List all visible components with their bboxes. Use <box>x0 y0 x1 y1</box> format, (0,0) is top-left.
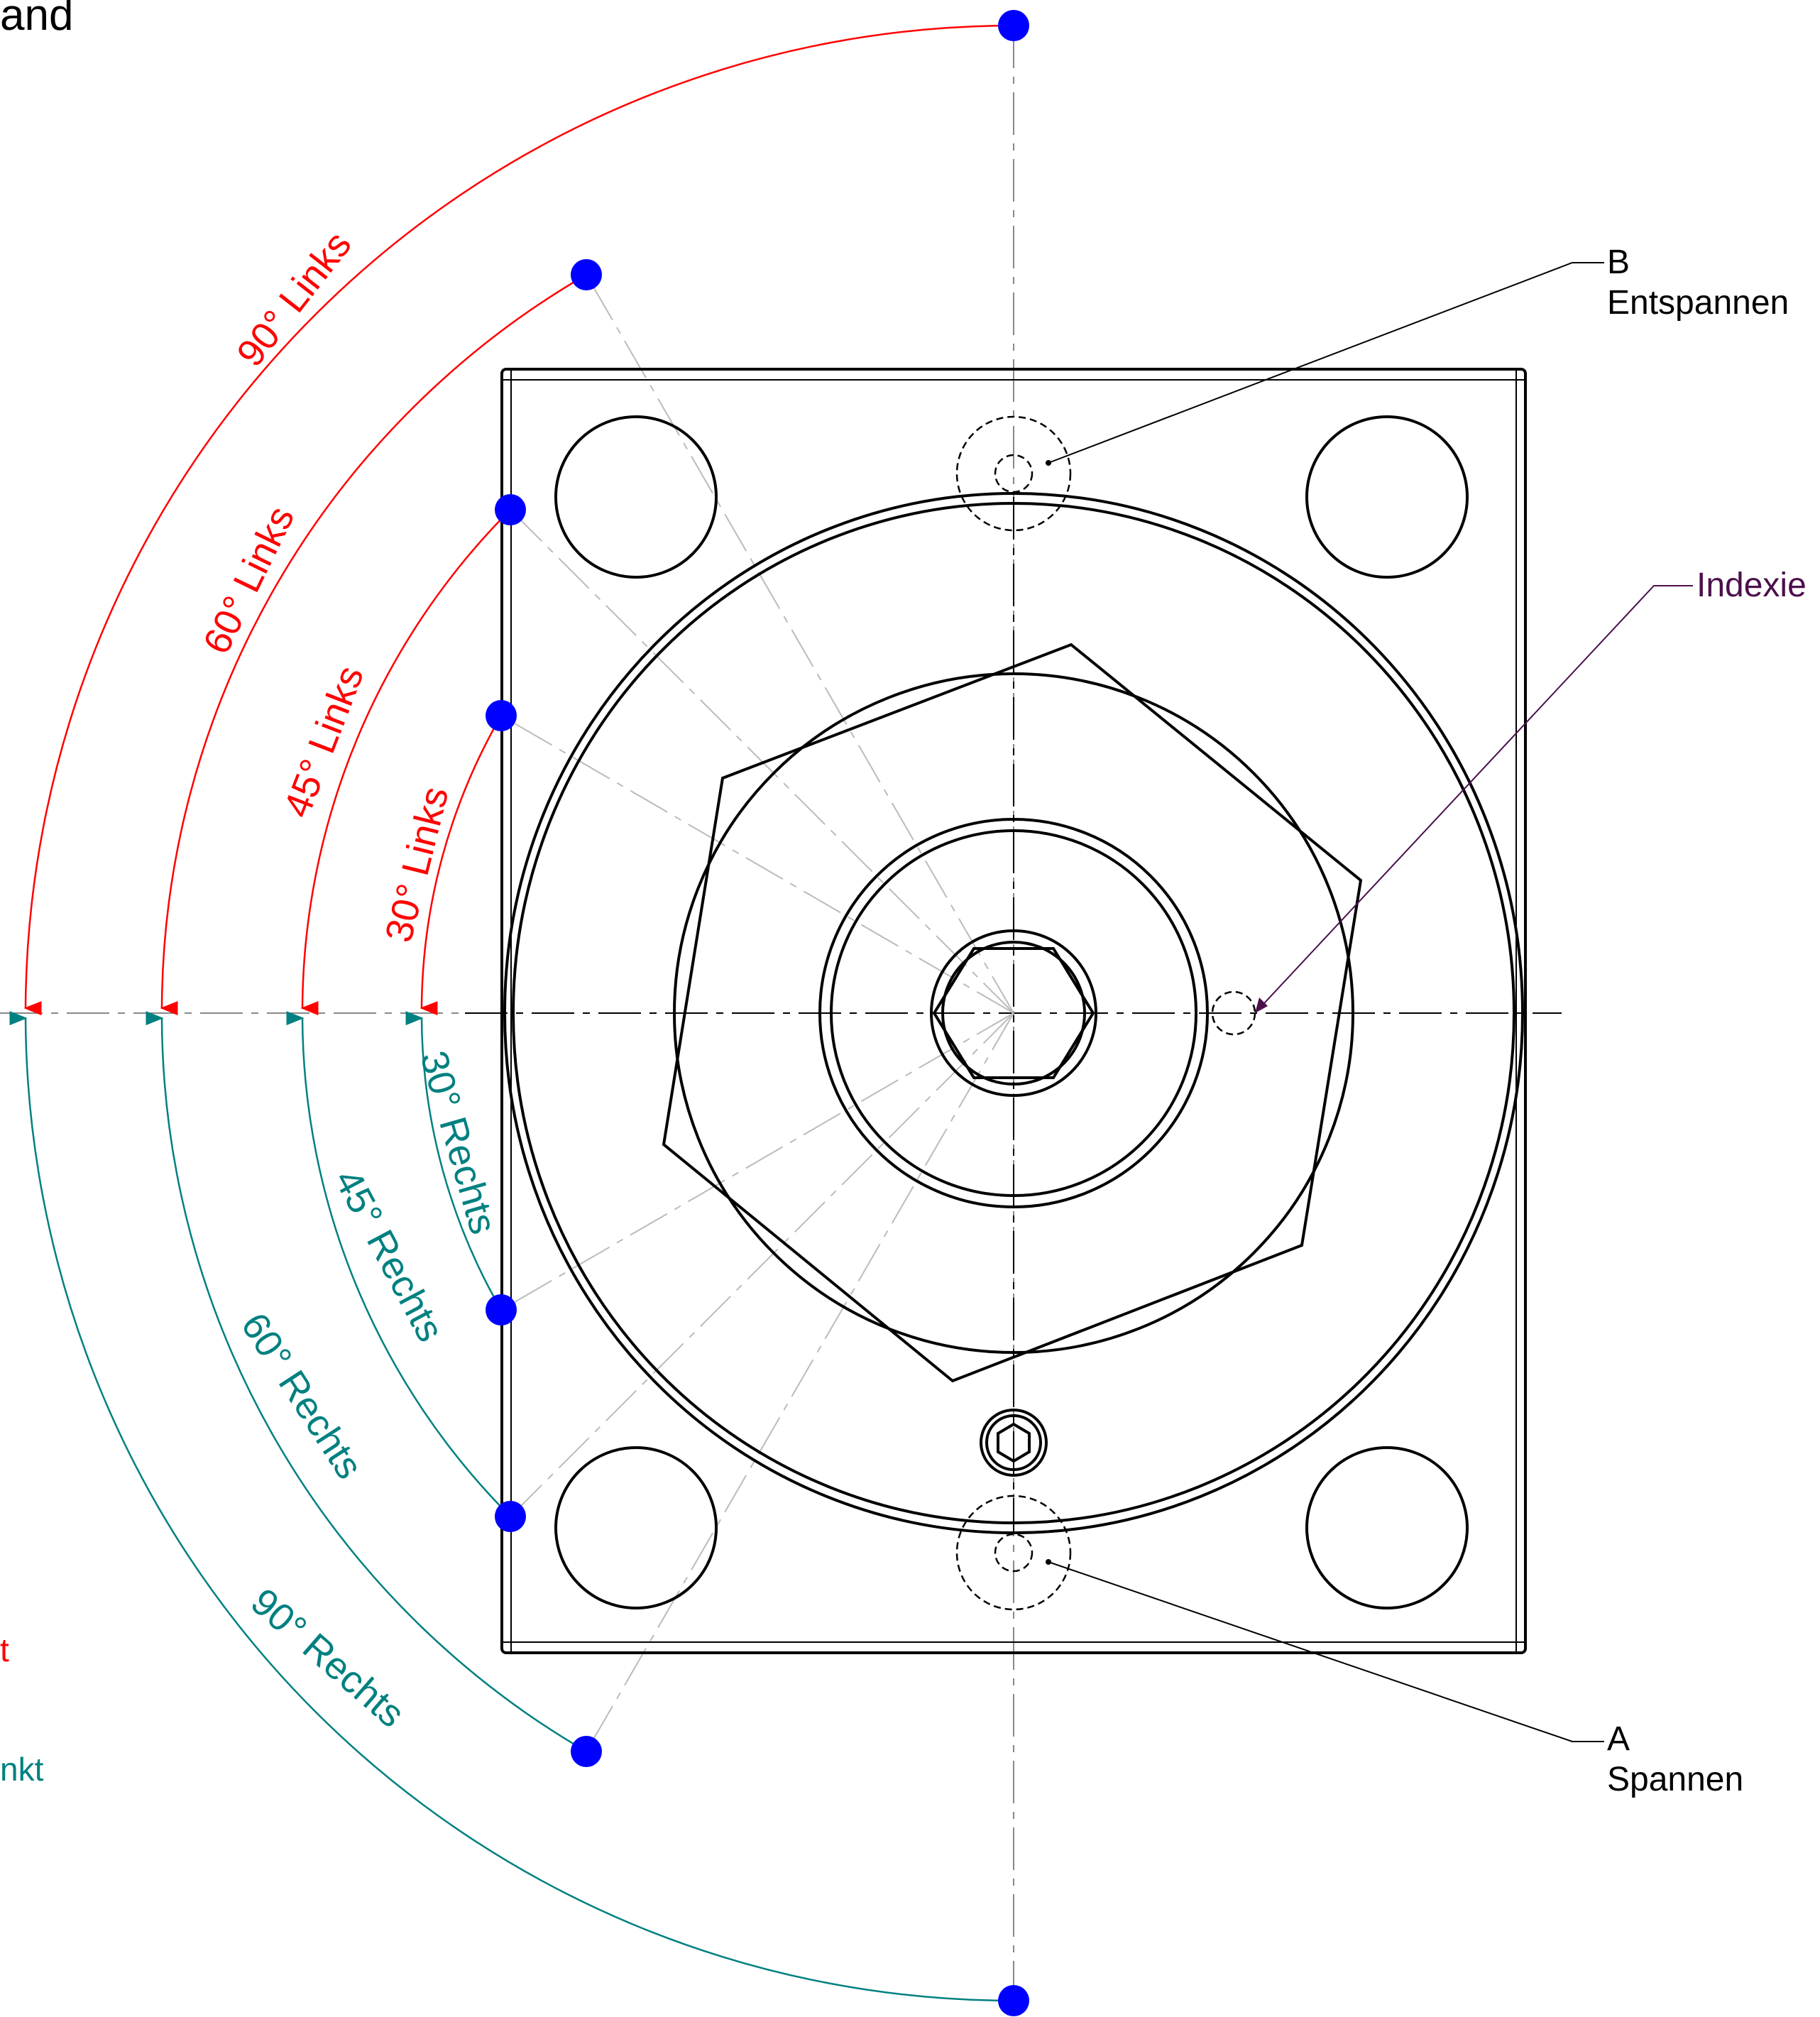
index-leader <box>1254 585 1693 1014</box>
angle-rays <box>500 274 1014 1752</box>
label-90-rechts: 90° Rechts <box>243 1580 412 1736</box>
marker-30-links <box>486 700 517 731</box>
marker-90-links <box>998 10 1029 41</box>
marker-45-links <box>495 494 526 525</box>
marker-60-rechts <box>571 1736 602 1767</box>
outer-rings <box>503 492 1524 1534</box>
center-axes-black <box>465 497 1562 1534</box>
legend-right-fragment: nkt <box>0 1751 44 1788</box>
marker-30-rechts <box>486 1294 517 1325</box>
port-b <box>955 415 1072 532</box>
center-lines <box>0 26 1014 1995</box>
label-30-links: 30° Links <box>377 782 456 946</box>
label-90-links: 90° Links <box>229 224 359 374</box>
left-rotation-arcs <box>23 24 1014 1016</box>
right-rotation-arcs <box>9 1011 1014 2002</box>
marker-45-rechts <box>495 1501 526 1532</box>
center-hex-bolt <box>932 947 1095 1079</box>
marker-90-rechts <box>998 1985 1029 2016</box>
callout-b-letter: B <box>1607 244 1630 281</box>
base-plate <box>500 368 1527 1654</box>
legend-left-fragment: t <box>0 1631 9 1668</box>
callout-a-text: Spannen <box>1607 1761 1743 1798</box>
heading-fragment: and <box>0 0 73 40</box>
socket-screw <box>980 1409 1048 1477</box>
position-markers <box>486 10 1029 2016</box>
callout-a-letter: A <box>1607 1720 1630 1758</box>
port-a <box>955 1494 1072 1611</box>
label-45-links: 45° Links <box>275 660 372 823</box>
label-60-rechts: 60° Rechts <box>233 1306 371 1487</box>
index-label: Indexie <box>1696 567 1807 604</box>
callout-b-text: Entspannen <box>1607 284 1789 322</box>
clamp-hexagon <box>662 643 1363 1383</box>
leader-lines <box>1048 262 1604 1742</box>
marker-60-links <box>571 259 602 290</box>
mounting-holes <box>554 415 1469 1609</box>
label-30-rechts: 30° Rechts <box>412 1046 505 1239</box>
